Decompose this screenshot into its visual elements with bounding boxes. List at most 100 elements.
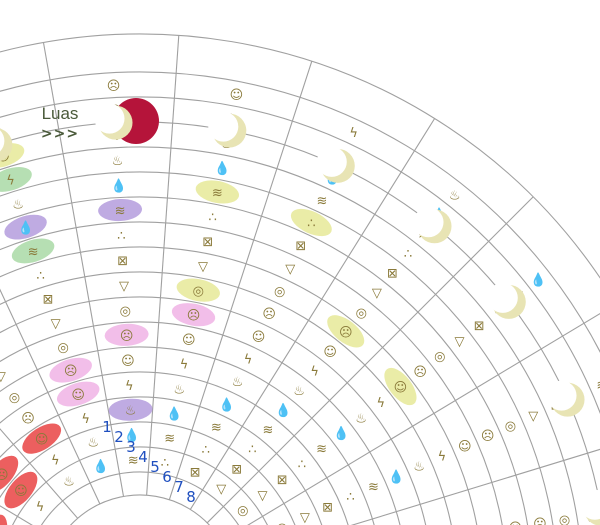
grid-spoke (206, 196, 534, 524)
smile-face-icon: ☺ (35, 433, 49, 448)
grid-spoke (168, 61, 313, 500)
highlight-smudge (104, 323, 149, 346)
dots-icon: ∴ (307, 216, 315, 231)
crescent-moon-icon (487, 282, 526, 319)
sad-face-icon: ☹ (107, 79, 121, 94)
highlight-smudge (56, 381, 100, 407)
sad-face-icon: ☹ (413, 365, 427, 380)
lightning-icon: ϟ (81, 412, 90, 427)
triangle-icon: ▽ (198, 260, 208, 275)
row-number: 5 (150, 458, 160, 476)
waves-icon: ≋ (115, 204, 126, 219)
triangle-icon: ▽ (0, 370, 6, 385)
target-icon: ◎ (356, 306, 367, 321)
flame-icon: ♨ (112, 154, 124, 169)
crossed-box-icon: ⊠ (231, 462, 242, 477)
triangle-icon: ▽ (216, 482, 226, 497)
crescent-shadow (0, 130, 5, 152)
crescent-moon-icon (208, 111, 247, 148)
row-number: 4 (138, 448, 148, 466)
dots-icon: ∴ (117, 229, 125, 244)
grid-arc (0, 246, 478, 525)
triangle-icon: ▽ (119, 279, 129, 294)
grid-arc (12, 446, 268, 525)
lightning-icon: ϟ (376, 396, 385, 411)
row-number: 7 (174, 478, 184, 496)
drop-icon: 💧 (124, 428, 140, 444)
flame-icon: ♨ (12, 197, 24, 212)
highlight-smudge (0, 167, 32, 192)
sad-face-icon: ☹ (533, 517, 547, 525)
grid-arc (70, 494, 210, 525)
crossed-box-icon: ⊠ (202, 235, 213, 250)
waves-icon: ≋ (28, 245, 39, 260)
drop-icon: 💧 (166, 406, 182, 422)
lightning-icon: ϟ (244, 352, 253, 367)
sad-face-icon: ☹ (0, 468, 9, 483)
crescent-moon-icon (316, 146, 355, 183)
grid-spoke (189, 118, 436, 510)
sad-face-icon: ☹ (21, 412, 35, 427)
smile-face-icon: ☺ (458, 439, 472, 454)
crescent-shadow (579, 489, 600, 520)
waves-icon: ≋ (262, 423, 273, 438)
dots-icon: ∴ (298, 457, 306, 472)
target-icon: ◎ (276, 521, 287, 525)
target-icon: ◎ (57, 340, 68, 355)
highlight-smudge (108, 398, 153, 421)
smile-face-icon: ☺ (14, 484, 28, 499)
highlight-smudge (327, 315, 365, 348)
sad-face-icon: ☹ (481, 429, 495, 444)
row-number: 8 (186, 488, 196, 506)
grid-arc (0, 346, 375, 525)
sad-face-icon: ☹ (120, 329, 134, 344)
grid-arc (0, 146, 579, 525)
crossed-box-icon: ⊠ (322, 500, 333, 515)
grid-spoke (247, 312, 600, 525)
grid-arc (0, 371, 349, 525)
lightning-icon: ϟ (349, 126, 358, 141)
grid-arc (0, 321, 401, 525)
crescent-shadow (546, 380, 577, 411)
grid-lines (0, 33, 600, 525)
grid-spoke (42, 42, 125, 497)
triangle-icon: ▽ (300, 511, 310, 525)
row-number: 6 (162, 468, 172, 486)
dots-icon: ∴ (248, 443, 256, 458)
waves-icon: ≋ (596, 378, 600, 393)
sad-face-icon: ☹ (339, 325, 353, 340)
target-icon: ◎ (120, 304, 131, 319)
drop-icon: 💧 (17, 220, 33, 236)
triangle-icon: ▽ (258, 488, 268, 503)
direction-arrows: >>> (41, 126, 79, 142)
highlight-smudge (171, 303, 216, 327)
drop-icon: 💧 (275, 403, 291, 419)
waves-icon: ≋ (211, 420, 222, 435)
highlight-smudge (384, 367, 417, 406)
grid-arc (0, 171, 554, 525)
crescent-shadow (316, 146, 347, 177)
flame-icon: ♨ (293, 384, 305, 399)
row-number: 2 (114, 428, 124, 446)
flame-icon: ♨ (173, 382, 185, 397)
sad-face-icon: ☹ (64, 364, 78, 379)
highlight-smudge (0, 514, 8, 525)
drop-icon: 💧 (530, 272, 546, 288)
row-number: 3 (126, 438, 136, 456)
lightning-icon: ϟ (6, 173, 15, 188)
dots-icon: ∴ (346, 490, 354, 505)
triangle-icon: ▽ (372, 286, 382, 301)
crescent-moon-icon (413, 207, 452, 244)
grid-arc (0, 96, 600, 415)
moon-layer (0, 98, 600, 525)
flame-icon: ♨ (125, 404, 137, 419)
drop-icon: 💧 (388, 469, 404, 485)
crescent-shadow (413, 207, 444, 238)
board-title: Luas (42, 104, 79, 123)
crescent-moon-icon (546, 380, 585, 417)
flame-icon: ♨ (449, 188, 461, 203)
crossed-box-icon: ⊠ (43, 293, 54, 308)
flame-icon: ♨ (413, 460, 425, 475)
crossed-box-icon: ⊠ (277, 473, 288, 488)
crescent-shadow (94, 103, 125, 134)
